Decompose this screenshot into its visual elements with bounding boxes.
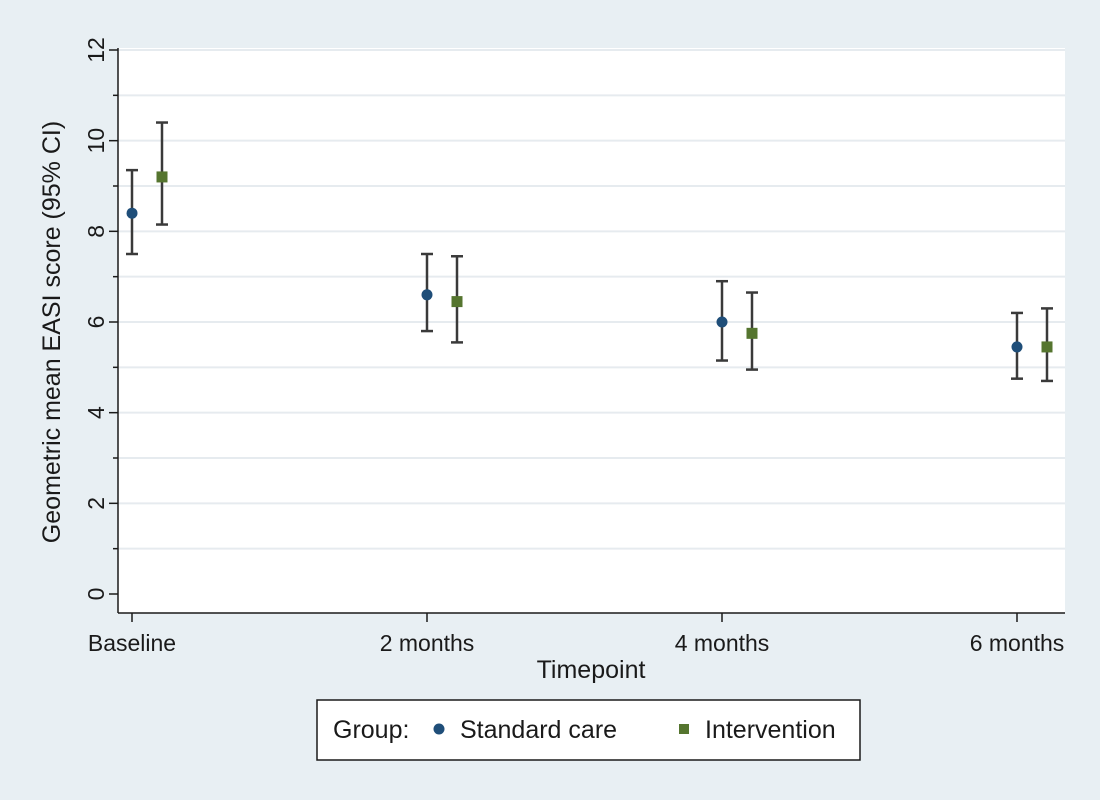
legend-title: Group: [333, 716, 409, 744]
series-intervention [156, 121, 1053, 383]
x-axis-ticks: Baseline 2 months 4 months 6 months [88, 613, 1064, 656]
y-tick-label: 2 [83, 497, 109, 510]
y-tick-label: 6 [83, 316, 109, 329]
y-tick-label: 10 [83, 128, 109, 154]
data-point-standard-care [1011, 341, 1023, 353]
legend: Group: Standard care Intervention [316, 699, 861, 761]
y-tick-label: 4 [83, 406, 109, 419]
series-standard-care [126, 168, 1023, 380]
data-point-standard-care [716, 316, 728, 328]
legend-marker-intervention [679, 724, 689, 734]
y-tick-label: 8 [83, 225, 109, 238]
grid-lines [118, 49, 1065, 550]
legend-marker-standard-care [433, 723, 445, 735]
x-tick-label: 2 months [380, 630, 475, 656]
plot-area [118, 48, 1065, 613]
x-tick-label: 6 months [970, 630, 1065, 656]
data-point-standard-care [421, 289, 433, 301]
data-point-intervention [451, 296, 463, 308]
data-point-intervention [1041, 341, 1053, 353]
x-axis-title: Timepoint [537, 656, 646, 684]
data-point-intervention [746, 327, 758, 339]
y-axis-ticks: 0 2 4 6 8 10 12 [83, 37, 118, 600]
x-tick-label: Baseline [88, 630, 176, 656]
legend-label-intervention: Intervention [705, 716, 836, 744]
y-tick-label: 0 [83, 588, 109, 601]
y-axis-title: Geometric mean EASI score (95% CI) [38, 121, 66, 543]
legend-label-standard-care: Standard care [460, 716, 617, 744]
data-point-intervention [156, 171, 168, 183]
data-marks [126, 121, 1053, 383]
x-tick-label: 4 months [675, 630, 770, 656]
legend-box [316, 699, 861, 761]
data-point-standard-care [126, 207, 138, 219]
y-tick-label: 12 [83, 37, 109, 63]
